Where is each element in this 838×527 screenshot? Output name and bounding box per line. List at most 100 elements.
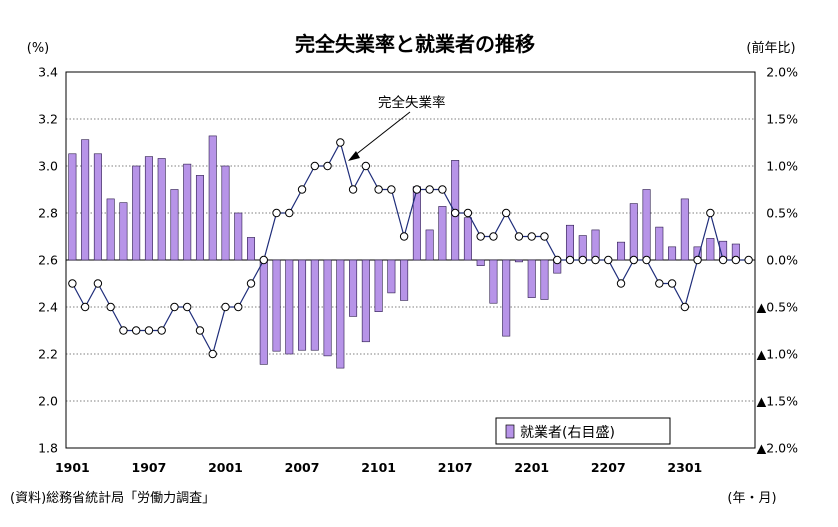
employment-bar (361, 259, 370, 343)
employment-bar (195, 175, 204, 261)
x-tick-label: 1907 (132, 460, 167, 475)
unemployment-point (336, 138, 345, 147)
employment-bar (527, 259, 536, 298)
unemployment-point (527, 232, 536, 241)
unemployment-point (348, 185, 358, 194)
employment-bar (400, 259, 409, 301)
unemployment-point (578, 255, 587, 265)
left-tick-label: 1.8 (38, 441, 58, 456)
unemployment-point (744, 255, 753, 265)
unemployment-point (208, 349, 217, 359)
right-tick-label: ▲1.5% (757, 394, 798, 409)
employment-bar (234, 212, 243, 261)
unemployment-point (170, 302, 179, 312)
left-tick-label: 3.4 (38, 65, 58, 80)
unemployment-point (616, 279, 626, 288)
employment-bar (629, 203, 638, 261)
right-tick-label: 0.0% (766, 253, 798, 268)
employment-bar (387, 259, 396, 294)
right-axis-ticks: 2.0% 1.5% 1.0% 0.5% 0.0% ▲0.5% ▲1.0% ▲1.5% ▲2.0% (757, 65, 798, 456)
right-tick-label: 1.5% (766, 112, 798, 127)
unemployment-point (450, 208, 460, 218)
employment-bar (119, 202, 128, 261)
employment-bar (144, 156, 153, 261)
unemployment-point (285, 208, 294, 218)
unemployment-point (501, 208, 511, 218)
employment-bar (221, 165, 230, 261)
employment-bar (476, 259, 485, 266)
unemployment-point (183, 302, 192, 312)
annotation-arrowhead (348, 151, 360, 161)
unemployment-markers (68, 138, 753, 359)
right-axis-unit: (前年比) (746, 40, 795, 56)
unemployment-point (553, 255, 562, 265)
left-tick-label: 2.8 (38, 206, 58, 221)
unemployment-point (731, 255, 741, 265)
unemployment-point (131, 326, 141, 335)
gridlines (66, 118, 755, 402)
unemployment-point (655, 279, 664, 288)
source-note: (資料)総務省統計局「労働力調査」 (10, 490, 215, 506)
employment-bar (259, 259, 268, 365)
employment-bar (374, 259, 383, 313)
unemployment-point (540, 232, 549, 241)
employment-bar (565, 224, 574, 261)
employment-bar (655, 226, 664, 261)
left-tick-label: 2.0 (38, 394, 58, 409)
unemployment-point (80, 302, 90, 312)
employment-bar (106, 198, 115, 261)
unemployment-point (629, 255, 638, 265)
unemployment-point (157, 326, 166, 335)
chart-title: 完全失業率と就業者の推移 (295, 32, 535, 56)
annotation-arrow (353, 111, 411, 157)
unemployment-point (463, 208, 473, 218)
unemployment-point (272, 208, 281, 218)
employment-bar (81, 139, 90, 261)
employment-bar (247, 237, 256, 261)
employment-bar (489, 259, 498, 304)
unemployment-point (144, 326, 154, 335)
employment-bar (668, 246, 677, 261)
legend-swatch (505, 424, 515, 439)
x-tick-label: 2001 (208, 460, 243, 475)
unemployment-point (718, 255, 728, 265)
x-tick-label: 2007 (285, 460, 320, 475)
unemployment-point (68, 279, 77, 288)
left-axis-unit: (%) (27, 41, 50, 56)
plot-frame (65, 71, 756, 449)
employment-bars (68, 135, 740, 369)
unemployment-point (221, 302, 230, 312)
employment-bar (132, 165, 141, 261)
x-tick-label: 1901 (55, 460, 90, 475)
right-tick-label: 0.5% (766, 206, 798, 221)
employment-bar (706, 238, 715, 261)
x-tick-label: 2201 (514, 460, 549, 475)
unemployment-point (425, 185, 434, 194)
employment-bar (298, 259, 307, 351)
unemployment-point (476, 232, 485, 241)
unemployment-point (604, 255, 613, 265)
unemployment-point (667, 279, 677, 288)
unemployment-point (297, 185, 307, 194)
employment-bar (463, 217, 472, 261)
employment-bar (272, 259, 281, 352)
left-tick-label: 3.2 (38, 112, 58, 127)
left-tick-label: 2.2 (38, 347, 58, 362)
unemployment-point (680, 302, 690, 312)
unemployment-point (387, 185, 396, 194)
right-tick-label: ▲1.0% (757, 347, 798, 362)
right-tick-label: ▲0.5% (757, 300, 798, 315)
x-tick-label: 2301 (667, 460, 702, 475)
unemployment-point (234, 302, 243, 312)
right-tick-label: 1.0% (766, 159, 798, 174)
x-tick-label: 2207 (591, 460, 626, 475)
x-tick-label: 2107 (438, 460, 473, 475)
unemployment-point (259, 255, 268, 265)
right-tick-label: ▲2.0% (757, 441, 798, 456)
x-tick-label: 2101 (361, 460, 396, 475)
unemployment-point (106, 302, 115, 312)
employment-bar (157, 158, 166, 261)
unemployment-point (399, 232, 409, 241)
employment-bar (438, 206, 447, 261)
